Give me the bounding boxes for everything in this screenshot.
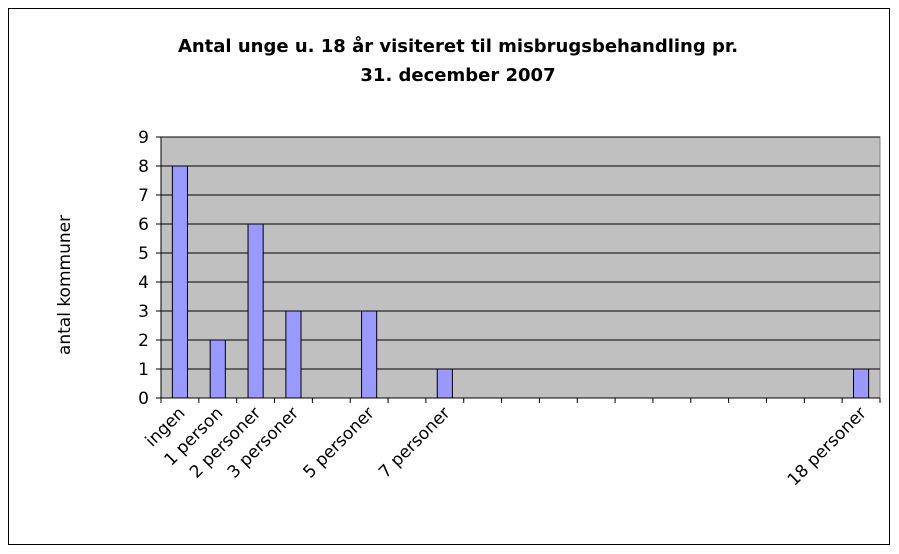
y-tick-label: 5 [138, 244, 149, 264]
y-tick-label: 0 [138, 389, 149, 409]
y-tick-label: 7 [138, 186, 149, 206]
y-axis-label: antal kommuner [55, 215, 75, 355]
y-tick-label: 9 [138, 128, 149, 148]
plot-area [160, 136, 881, 399]
bar [853, 368, 870, 399]
bar [361, 310, 378, 399]
bar [247, 223, 264, 399]
chart-title: Antal unge u. 18 år visiteret til misbru… [178, 35, 738, 57]
bar [436, 368, 453, 399]
bar [209, 339, 226, 399]
y-tick-label: 4 [138, 273, 149, 293]
chart-title: 31. december 2007 [360, 65, 555, 86]
y-tick-label: 2 [138, 331, 149, 351]
y-tick-label: 8 [138, 157, 149, 177]
bar [285, 310, 302, 399]
y-tick-label: 3 [138, 302, 149, 322]
bar [171, 165, 188, 399]
y-tick-label: 6 [138, 215, 149, 235]
y-tick-label: 1 [138, 360, 149, 380]
